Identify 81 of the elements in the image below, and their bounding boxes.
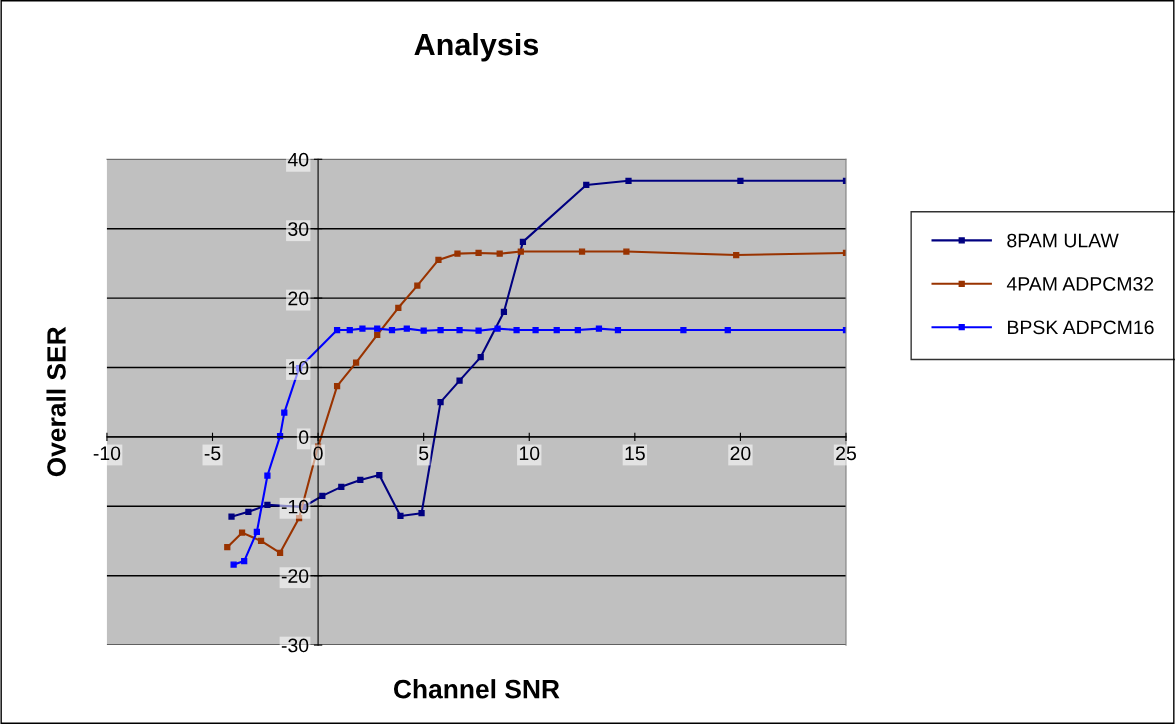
point: [454, 250, 461, 257]
y-axis-title: Overall SER: [46, 326, 66, 477]
y-tick-label: -10: [281, 499, 309, 514]
point: [614, 326, 622, 334]
point: [376, 471, 383, 479]
point: [737, 177, 744, 184]
point: [583, 181, 590, 189]
point: [513, 326, 520, 334]
point: [253, 528, 260, 536]
point: [395, 304, 402, 311]
point: [338, 483, 345, 490]
x-tick-label: 5: [419, 446, 429, 461]
point: [435, 256, 442, 264]
point: [418, 510, 425, 517]
point: [333, 383, 341, 390]
legend-label: 4PAM ADPCM32: [1006, 277, 1154, 291]
point: [477, 353, 484, 361]
point: [276, 549, 284, 556]
chart-title: Analysis: [414, 32, 539, 62]
point: [494, 325, 501, 332]
point: [230, 561, 237, 568]
x-tick-label: 20: [730, 446, 751, 461]
point: [724, 326, 731, 334]
point: [374, 331, 381, 338]
point: [257, 537, 265, 545]
point: [357, 476, 364, 484]
point: [264, 501, 271, 509]
point: [500, 308, 508, 316]
point: [517, 248, 524, 255]
point: [388, 326, 396, 334]
point: [333, 326, 341, 334]
x-tick-label: -5: [204, 446, 221, 461]
point: [574, 326, 581, 334]
point: [352, 359, 360, 366]
y-tick-label: 10: [288, 360, 309, 375]
point: [281, 409, 288, 416]
x-tick-label: 10: [519, 446, 540, 461]
point: [532, 326, 539, 334]
legend-label: BPSK ADPCM16: [1008, 320, 1154, 335]
point: [420, 327, 427, 334]
point: [578, 248, 586, 255]
x-axis-title: Channel SNR: [393, 679, 560, 699]
point: [437, 326, 444, 334]
point: [241, 557, 248, 565]
point: [245, 508, 252, 515]
point: [414, 282, 421, 289]
x-tick-label: 15: [625, 446, 645, 461]
point: [496, 250, 503, 257]
point: [623, 248, 630, 255]
point: [475, 249, 482, 257]
point: [397, 512, 404, 520]
point: [228, 513, 235, 520]
point: [733, 251, 740, 259]
x-tick-label: 0: [313, 446, 323, 461]
point: [595, 325, 603, 332]
point: [346, 326, 353, 334]
point: [519, 238, 527, 245]
y-tick-label: 40: [287, 152, 309, 167]
point: [374, 325, 381, 332]
point: [319, 492, 326, 499]
point: [437, 399, 444, 406]
legend-label: 8PAM ULAW: [1007, 233, 1119, 248]
y-tick-label: -20: [281, 569, 309, 583]
point: [456, 326, 463, 334]
y-tick-label: 20: [288, 291, 309, 306]
point: [295, 514, 303, 522]
y-tick-label: -30: [281, 638, 309, 653]
point: [625, 177, 632, 184]
point: [238, 529, 246, 536]
y-tick-label: 30: [288, 222, 309, 236]
x-tick-label: 25: [836, 446, 856, 461]
y-tick-label: 0: [299, 430, 309, 445]
point: [224, 544, 231, 551]
point: [475, 327, 482, 334]
point: [680, 326, 687, 334]
point: [359, 325, 366, 332]
point: [553, 326, 560, 334]
point: [264, 472, 271, 479]
point: [456, 377, 463, 384]
point: [403, 325, 410, 332]
x-tick-label: -10: [93, 446, 121, 461]
